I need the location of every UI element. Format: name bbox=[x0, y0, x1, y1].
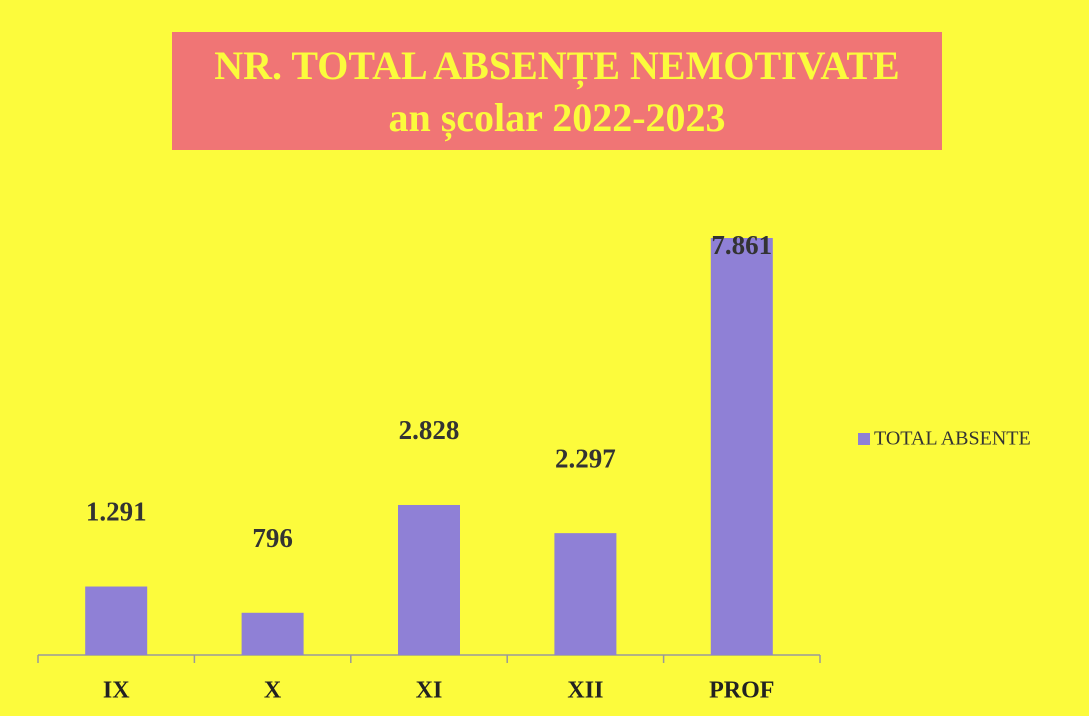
chart-subtitle: an școlar 2022-2023 bbox=[388, 95, 725, 141]
x-tick-label: X bbox=[264, 678, 282, 704]
x-tick-label: XI bbox=[416, 678, 443, 704]
bar bbox=[398, 504, 460, 655]
data-label: 1.291 bbox=[86, 497, 147, 527]
bar bbox=[554, 533, 617, 655]
legend-label: TOTAL ABSENTE bbox=[874, 428, 1031, 450]
x-tick-label: PROF bbox=[709, 678, 774, 704]
bar bbox=[710, 238, 773, 655]
title-box bbox=[172, 32, 942, 150]
x-tick-label: XII bbox=[567, 678, 603, 704]
data-label: 7.861 bbox=[711, 230, 772, 260]
data-label: 2.828 bbox=[399, 415, 460, 445]
data-label: 2.297 bbox=[555, 443, 616, 473]
chart-title: NR. TOTAL ABSENȚE NEMOTIVATE bbox=[214, 43, 899, 90]
data-label: 796 bbox=[252, 523, 293, 553]
bar bbox=[85, 586, 148, 655]
x-tick-label: IX bbox=[103, 678, 130, 704]
legend-swatch bbox=[858, 433, 870, 445]
bar bbox=[241, 612, 304, 655]
